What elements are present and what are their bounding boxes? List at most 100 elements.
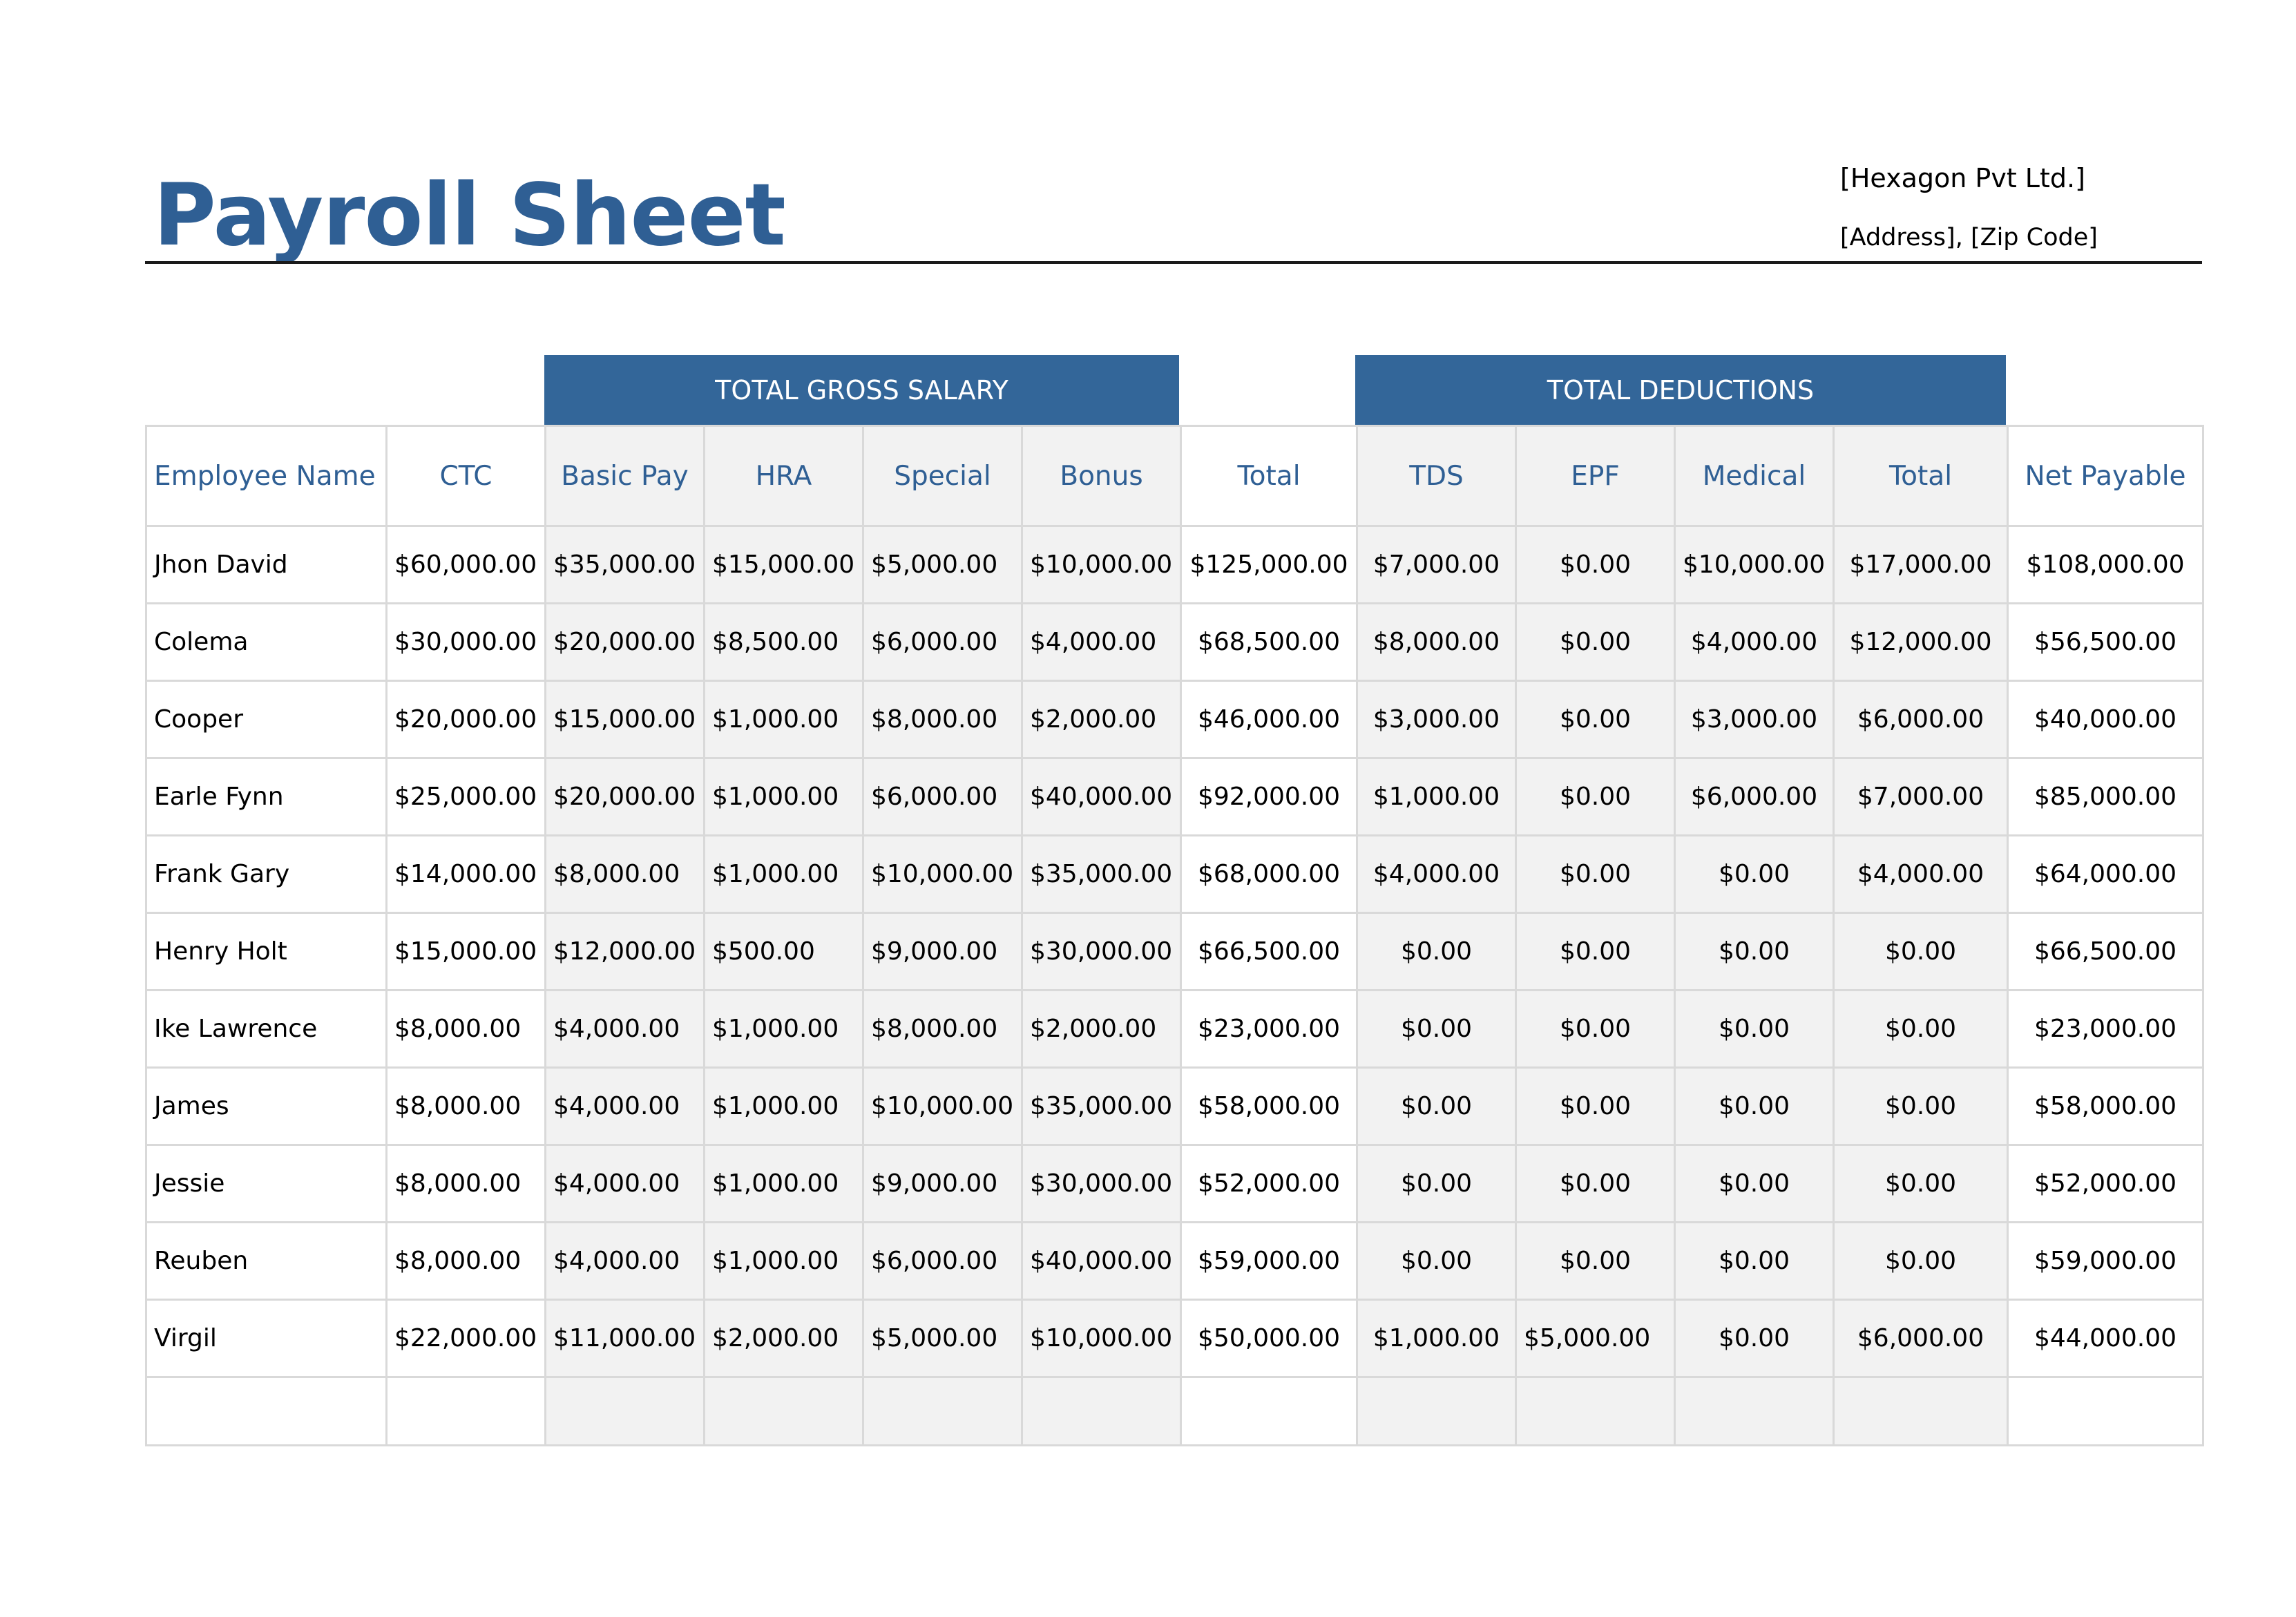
hra-cell: $1,000.00 — [703, 680, 864, 759]
hra-cell: $1,000.00 — [703, 1066, 864, 1146]
special-cell: $8,000.00 — [862, 680, 1023, 759]
empty-cell — [1833, 1376, 2009, 1446]
gross-total-cell: $125,000.00 — [1180, 525, 1358, 604]
deductions-total-cell: $7,000.00 — [1833, 757, 2009, 836]
employee-name-cell: Colema — [145, 602, 388, 682]
table-row: Earle Fynn $25,000.00 $20,000.00 $1,000.00 $… — [145, 757, 2204, 836]
medical-cell: $0.00 — [1674, 1299, 1835, 1378]
table-row: Frank Gary $14,000.00 $8,000.00 $1,000.00 $1… — [145, 834, 2204, 914]
empty-cell — [145, 1376, 388, 1446]
net-payable-cell: $58,000.00 — [2007, 1066, 2204, 1146]
special-cell: $5,000.00 — [862, 525, 1023, 604]
empty-table-row — [145, 1376, 2204, 1446]
deductions-total-cell: $4,000.00 — [1833, 834, 2009, 914]
col-tds: TDS — [1356, 425, 1517, 527]
medical-cell: $0.00 — [1674, 1066, 1835, 1146]
employee-name-cell: Cooper — [145, 680, 388, 759]
net-payable-cell: $44,000.00 — [2007, 1299, 2204, 1378]
page-title: Payroll Sheet — [153, 166, 786, 265]
bonus-cell: $10,000.00 — [1021, 1299, 1182, 1378]
basic-pay-cell: $11,000.00 — [544, 1299, 705, 1378]
special-cell: $8,000.00 — [862, 989, 1023, 1069]
hra-cell: $1,000.00 — [703, 989, 864, 1069]
special-cell: $9,000.00 — [862, 1144, 1023, 1223]
special-cell: $6,000.00 — [862, 602, 1023, 682]
net-payable-cell: $23,000.00 — [2007, 989, 2204, 1069]
basic-pay-cell: $20,000.00 — [544, 602, 705, 682]
col-gross-total: Total — [1180, 425, 1358, 527]
ctc-cell: $60,000.00 — [385, 525, 546, 604]
gross-total-cell: $66,500.00 — [1180, 912, 1358, 991]
net-payable-cell: $108,000.00 — [2007, 525, 2204, 604]
tds-cell: $8,000.00 — [1356, 602, 1517, 682]
empty-cell — [1180, 1376, 1358, 1446]
ctc-cell: $14,000.00 — [385, 834, 546, 914]
tds-cell: $0.00 — [1356, 1221, 1517, 1301]
net-payable-cell: $66,500.00 — [2007, 912, 2204, 991]
medical-cell: $0.00 — [1674, 912, 1835, 991]
company-name: [Hexagon Pvt Ltd.] — [1840, 163, 2085, 193]
basic-pay-cell: $15,000.00 — [544, 680, 705, 759]
tds-cell: $0.00 — [1356, 912, 1517, 991]
bonus-cell: $40,000.00 — [1021, 1221, 1182, 1301]
deductions-band: TOTAL DEDUCTIONS — [1355, 355, 2006, 425]
ctc-cell: $22,000.00 — [385, 1299, 546, 1378]
bonus-cell: $2,000.00 — [1021, 989, 1182, 1069]
table-row: Reuben $8,000.00 $4,000.00 $1,000.00 $6,000.… — [145, 1221, 2204, 1301]
tds-cell: $0.00 — [1356, 989, 1517, 1069]
medical-cell: $0.00 — [1674, 1221, 1835, 1301]
epf-cell: $5,000.00 — [1515, 1299, 1676, 1378]
ctc-cell: $8,000.00 — [385, 1066, 546, 1146]
special-cell: $6,000.00 — [862, 757, 1023, 836]
payroll-table: Employee Name CTC Basic Pay HRA Special … — [145, 425, 2204, 1446]
epf-cell: $0.00 — [1515, 525, 1676, 604]
basic-pay-cell: $4,000.00 — [544, 1066, 705, 1146]
medical-cell: $3,000.00 — [1674, 680, 1835, 759]
medical-cell: $6,000.00 — [1674, 757, 1835, 836]
hra-cell: $15,000.00 — [703, 525, 864, 604]
basic-pay-cell: $35,000.00 — [544, 525, 705, 604]
medical-cell: $0.00 — [1674, 989, 1835, 1069]
net-payable-cell: $52,000.00 — [2007, 1144, 2204, 1223]
tds-cell: $3,000.00 — [1356, 680, 1517, 759]
hra-cell: $8,500.00 — [703, 602, 864, 682]
bonus-cell: $2,000.00 — [1021, 680, 1182, 759]
hra-cell: $500.00 — [703, 912, 864, 991]
table-row: Jessie $8,000.00 $4,000.00 $1,000.00 $9,000.… — [145, 1144, 2204, 1223]
col-ctc: CTC — [385, 425, 546, 527]
gross-salary-band: TOTAL GROSS SALARY — [544, 355, 1179, 425]
epf-cell: $0.00 — [1515, 602, 1676, 682]
empty-cell — [2007, 1376, 2204, 1446]
empty-cell — [1356, 1376, 1517, 1446]
company-address: [Address], [Zip Code] — [1840, 224, 2098, 251]
epf-cell: $0.00 — [1515, 680, 1676, 759]
basic-pay-cell: $4,000.00 — [544, 989, 705, 1069]
tds-cell: $1,000.00 — [1356, 757, 1517, 836]
deductions-total-cell: $6,000.00 — [1833, 680, 2009, 759]
table-row: Virgil $22,000.00 $11,000.00 $2,000.00 $5,00… — [145, 1299, 2204, 1378]
col-epf: EPF — [1515, 425, 1676, 527]
employee-name-cell: Henry Holt — [145, 912, 388, 991]
net-payable-cell: $40,000.00 — [2007, 680, 2204, 759]
gross-total-cell: $23,000.00 — [1180, 989, 1358, 1069]
table-header-row: Employee Name CTC Basic Pay HRA Special … — [145, 425, 2204, 527]
epf-cell: $0.00 — [1515, 1066, 1676, 1146]
employee-name-cell: Virgil — [145, 1299, 388, 1378]
table-row: James $8,000.00 $4,000.00 $1,000.00 $10,000.… — [145, 1066, 2204, 1146]
medical-cell: $10,000.00 — [1674, 525, 1835, 604]
table-row: Henry Holt $15,000.00 $12,000.00 $500.00 $9,… — [145, 912, 2204, 991]
tds-cell: $0.00 — [1356, 1066, 1517, 1146]
medical-cell: $4,000.00 — [1674, 602, 1835, 682]
table-row: Ike Lawrence $8,000.00 $4,000.00 $1,000.00 $… — [145, 989, 2204, 1069]
tds-cell: $1,000.00 — [1356, 1299, 1517, 1378]
employee-name-cell: Ike Lawrence — [145, 989, 388, 1069]
empty-cell — [1674, 1376, 1835, 1446]
epf-cell: $0.00 — [1515, 757, 1676, 836]
empty-cell — [1515, 1376, 1676, 1446]
empty-cell — [544, 1376, 705, 1446]
epf-cell: $0.00 — [1515, 1144, 1676, 1223]
employee-name-cell: Reuben — [145, 1221, 388, 1301]
bonus-cell: $40,000.00 — [1021, 757, 1182, 836]
hra-cell: $1,000.00 — [703, 1144, 864, 1223]
